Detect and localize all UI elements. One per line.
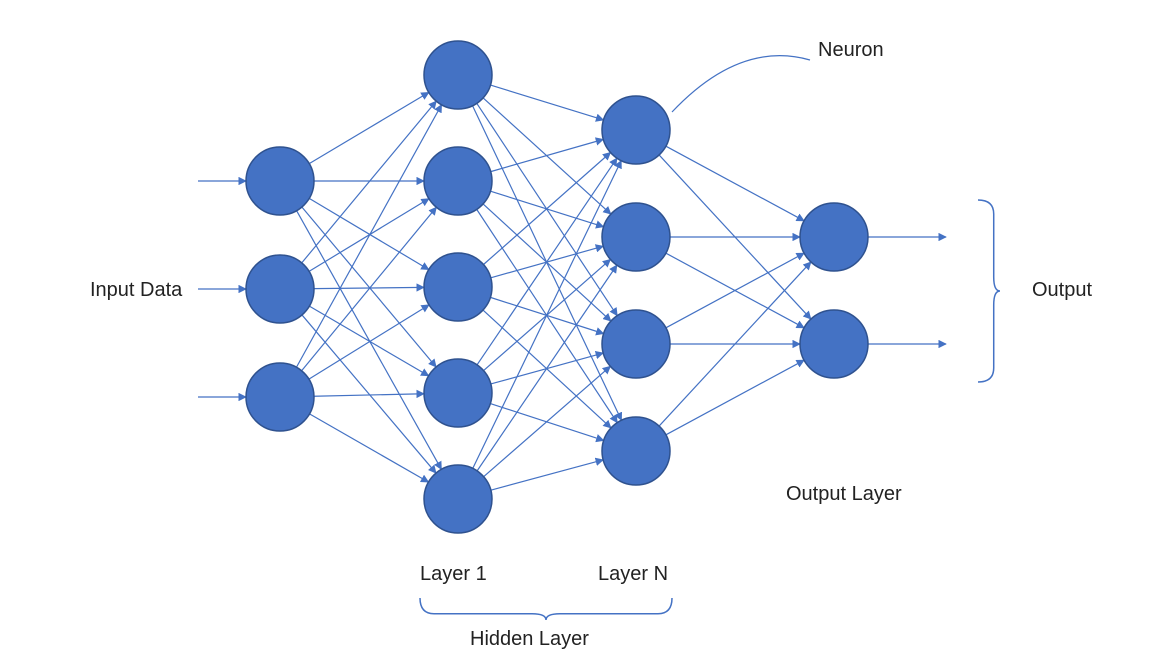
neural-network-diagram: Input Data Output Layer 1 Layer N Hidden Lay… — [0, 0, 1159, 663]
output-brace — [978, 200, 1000, 382]
neuron-node — [424, 465, 492, 533]
edge — [302, 101, 437, 263]
neuron-node — [424, 147, 492, 215]
neuron-node — [602, 310, 670, 378]
hidden_layer-label: Hidden Layer — [470, 628, 589, 650]
neuron-node — [424, 253, 492, 321]
layer1-label: Layer 1 — [420, 563, 487, 585]
hidden-layer-brace — [420, 598, 672, 620]
neuron-node — [602, 203, 670, 271]
edge — [296, 105, 441, 367]
edge — [477, 265, 617, 471]
neuron-node — [602, 417, 670, 485]
edge — [666, 360, 804, 435]
output_layer-label: Output Layer — [786, 483, 902, 505]
neuron-node — [246, 147, 314, 215]
neuron-callout-line — [672, 56, 810, 112]
input_data-label: Input Data — [90, 279, 183, 301]
neuron-node — [246, 363, 314, 431]
neuron-node — [424, 41, 492, 109]
edge — [666, 146, 804, 221]
edge — [297, 211, 442, 470]
layerN-label: Layer N — [598, 563, 668, 585]
edge — [477, 158, 617, 365]
neuron-node — [800, 310, 868, 378]
neuron-label: Neuron — [818, 39, 884, 61]
neuron-node — [800, 203, 868, 271]
edge — [309, 414, 428, 482]
edge — [484, 366, 611, 476]
neuron-node — [602, 96, 670, 164]
neuron-node — [246, 255, 314, 323]
edge — [490, 85, 603, 120]
edge — [309, 92, 429, 163]
output-label: Output — [1032, 279, 1092, 301]
edge — [491, 139, 604, 171]
neuron-node — [424, 359, 492, 427]
edge — [491, 460, 603, 490]
